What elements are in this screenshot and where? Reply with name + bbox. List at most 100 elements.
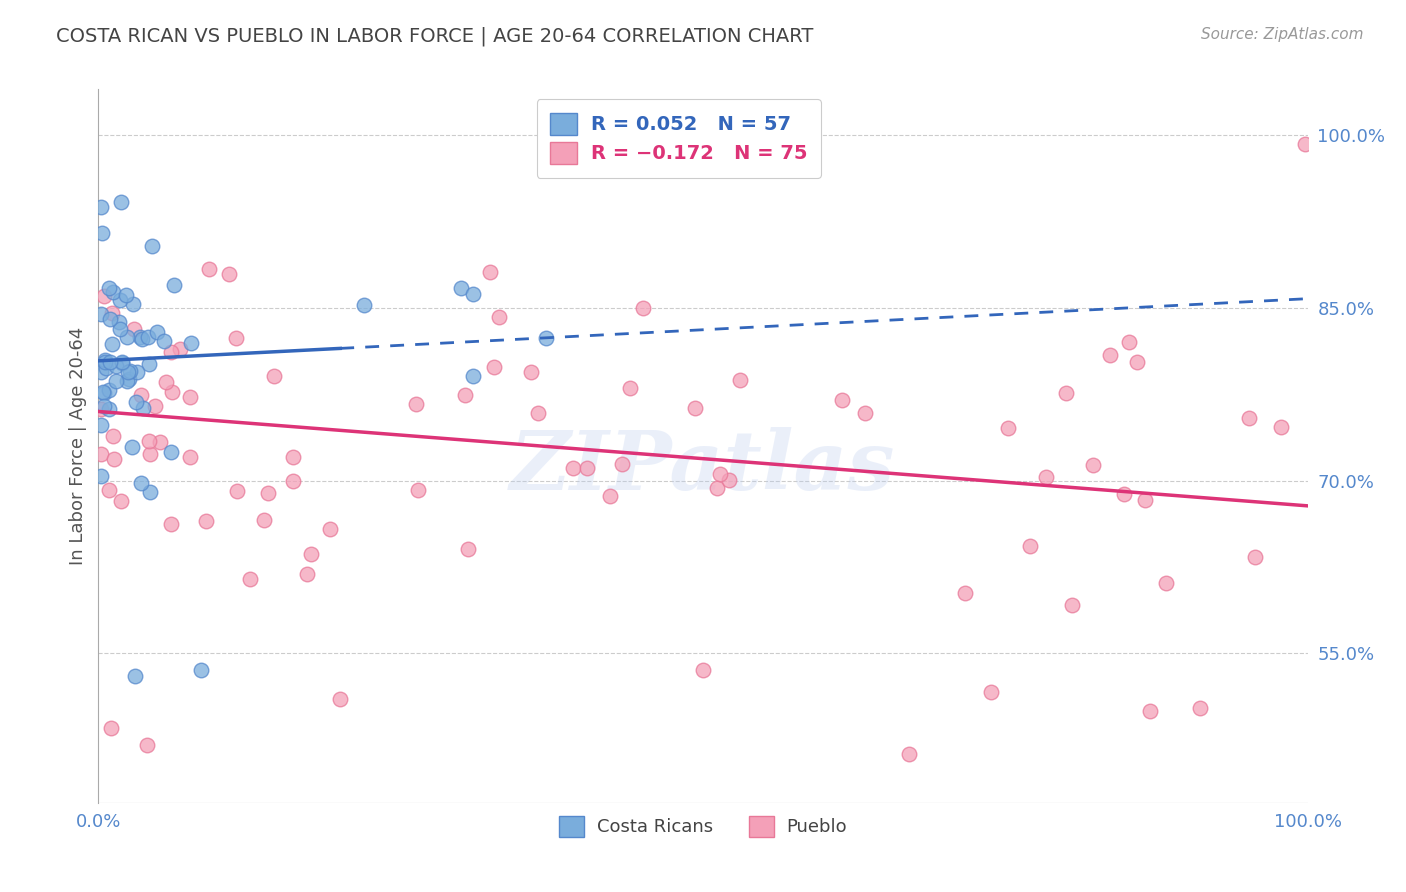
Point (706, 481, 728, 495)
Point (132, 401, 155, 415)
Point (129, 330, 152, 344)
Point (853, 406, 876, 420)
Point (163, 277, 186, 292)
Point (101, 429, 124, 443)
Point (319, 522, 342, 536)
Point (90, 307, 112, 321)
Point (463, 286, 485, 301)
Point (138, 434, 160, 449)
Point (520, 365, 543, 379)
Point (127, 365, 149, 379)
Y-axis label: In Labor Force | Age 20-64: In Labor Force | Age 20-64 (69, 326, 87, 566)
Point (104, 359, 127, 373)
Point (160, 516, 183, 531)
Point (97, 483, 120, 497)
Point (297, 567, 319, 582)
Point (239, 572, 262, 586)
Point (534, 331, 557, 345)
Point (115, 374, 138, 388)
Point (1054, 386, 1077, 401)
Point (93, 385, 115, 400)
Point (527, 407, 550, 421)
Point (561, 460, 583, 475)
Point (454, 388, 477, 402)
Point (110, 194, 132, 209)
Point (408, 483, 430, 497)
Point (90, 365, 112, 379)
Point (463, 369, 485, 384)
Text: Source: ZipAtlas.com: Source: ZipAtlas.com (1201, 27, 1364, 42)
Point (122, 297, 145, 311)
Point (1237, 411, 1260, 425)
Point (1118, 334, 1140, 349)
Point (135, 738, 157, 752)
Point (141, 239, 163, 253)
Legend: Costa Ricans, Pueblo: Costa Ricans, Pueblo (551, 808, 855, 844)
Point (1035, 469, 1057, 483)
Point (98, 401, 121, 416)
Point (718, 473, 741, 487)
Point (257, 485, 280, 500)
Point (90, 469, 112, 483)
Point (1099, 348, 1122, 362)
Point (299, 547, 322, 561)
Point (129, 476, 152, 491)
Point (93, 399, 115, 413)
Point (479, 264, 502, 278)
Point (152, 334, 174, 348)
Point (1270, 420, 1292, 434)
Point (103, 452, 125, 467)
Point (146, 325, 169, 339)
Point (105, 374, 128, 388)
Point (108, 322, 131, 336)
Point (329, 692, 352, 706)
Point (169, 342, 191, 356)
Point (831, 392, 853, 407)
Point (980, 685, 1002, 699)
Text: COSTA RICAN VS PUEBLO IN LABOR FORCE | AGE 20-64 CORRELATION CHART: COSTA RICAN VS PUEBLO IN LABOR FORCE | A… (56, 27, 814, 46)
Point (281, 450, 304, 465)
Point (1135, 493, 1157, 508)
Point (162, 384, 184, 399)
Point (149, 435, 172, 450)
Point (619, 381, 641, 395)
Point (91, 384, 114, 399)
Point (953, 585, 976, 599)
Point (118, 372, 141, 386)
Point (159, 345, 181, 359)
Point (457, 541, 479, 556)
Point (124, 669, 146, 683)
Point (94, 353, 117, 368)
Point (98, 312, 121, 326)
Point (997, 420, 1019, 434)
Point (100, 306, 122, 320)
Point (143, 399, 166, 413)
Point (633, 301, 655, 315)
Point (101, 285, 124, 299)
Point (100, 721, 122, 735)
Point (179, 450, 201, 464)
Point (138, 357, 160, 371)
Point (897, 747, 920, 762)
Point (1125, 355, 1147, 369)
Point (1156, 575, 1178, 590)
Point (115, 288, 138, 302)
Point (120, 364, 142, 378)
Point (117, 330, 139, 344)
Point (728, 373, 751, 387)
Point (90, 447, 112, 461)
Point (1139, 704, 1161, 718)
Point (131, 387, 153, 401)
Point (108, 315, 131, 329)
Point (90, 417, 112, 432)
Point (610, 457, 633, 471)
Point (91, 226, 114, 240)
Point (125, 394, 148, 409)
Point (253, 513, 276, 527)
Point (90, 200, 112, 214)
Point (94, 360, 117, 375)
Point (139, 447, 162, 461)
Point (180, 335, 202, 350)
Point (484, 359, 506, 374)
Point (110, 494, 132, 508)
